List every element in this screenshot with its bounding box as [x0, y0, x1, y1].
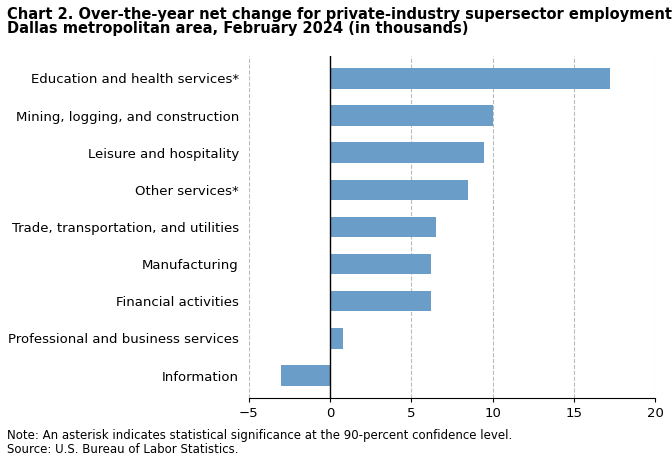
Text: Source: U.S. Bureau of Labor Statistics.: Source: U.S. Bureau of Labor Statistics.: [7, 443, 238, 456]
Bar: [330, 254, 431, 274]
Bar: [330, 142, 485, 163]
Bar: [330, 68, 610, 88]
Text: Note: An asterisk indicates statistical significance at the 90-percent confidenc: Note: An asterisk indicates statistical …: [7, 429, 512, 442]
Bar: [281, 366, 330, 386]
Bar: [330, 328, 343, 349]
Bar: [330, 180, 468, 200]
Text: Dallas metropolitan area, February 2024 (in thousands): Dallas metropolitan area, February 2024 …: [7, 21, 468, 36]
Bar: [330, 217, 435, 237]
Text: Chart 2. Over-the-year net change for private-industry supersector employment in: Chart 2. Over-the-year net change for pr…: [7, 7, 672, 22]
Bar: [330, 291, 431, 312]
Bar: [330, 105, 493, 126]
